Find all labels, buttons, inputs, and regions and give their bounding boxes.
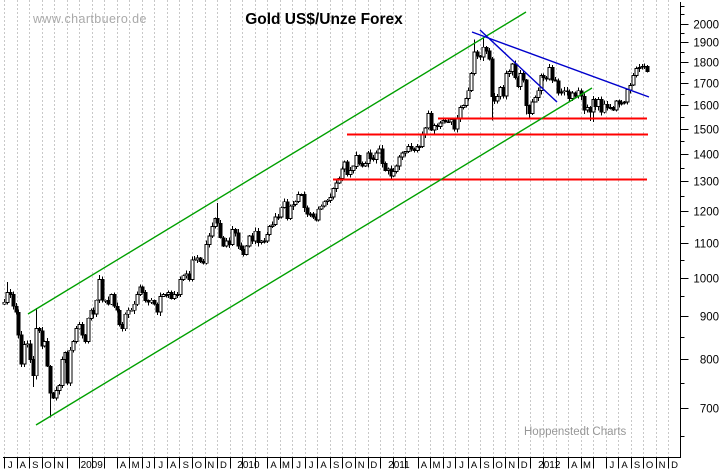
- svg-text:J: J: [146, 460, 151, 470]
- svg-text:A: A: [320, 460, 327, 470]
- svg-text:J: J: [296, 460, 301, 470]
- svg-text:O: O: [646, 460, 653, 470]
- svg-text:J: J: [610, 460, 615, 470]
- svg-text:M: M: [132, 460, 140, 470]
- svg-text:J: J: [8, 460, 13, 470]
- svg-text:J: J: [158, 460, 163, 470]
- svg-text:M: M: [433, 460, 441, 470]
- svg-text:M: M: [282, 460, 290, 470]
- svg-text:A: A: [471, 460, 478, 470]
- svg-text:N: N: [207, 460, 214, 470]
- trend-lines: [27, 11, 650, 426]
- svg-text:A: A: [571, 460, 578, 470]
- svg-text:2009: 2009: [81, 460, 104, 470]
- svg-text:O: O: [345, 460, 352, 470]
- ascending-channel-lower: [35, 87, 593, 426]
- svg-text:A: A: [120, 460, 127, 470]
- svg-text:D: D: [671, 460, 678, 470]
- svg-text:D: D: [370, 460, 377, 470]
- svg-text:O: O: [495, 460, 502, 470]
- svg-text:S: S: [483, 460, 489, 470]
- svg-text:N: N: [358, 460, 365, 470]
- svg-text:J: J: [309, 460, 314, 470]
- svg-text:2012: 2012: [538, 460, 561, 470]
- svg-text:800: 800: [700, 355, 719, 367]
- svg-text:A: A: [270, 460, 277, 470]
- svg-text:J: J: [447, 460, 452, 470]
- svg-text:N: N: [659, 460, 666, 470]
- wedge-shallow: [471, 31, 650, 98]
- weekly-candles: [2, 38, 650, 418]
- svg-text:700: 700: [700, 404, 719, 416]
- wedge-steep: [479, 29, 558, 103]
- svg-text:1900: 1900: [693, 38, 719, 50]
- svg-text:N: N: [508, 460, 515, 470]
- svg-text:1000: 1000: [693, 274, 719, 286]
- svg-text:A: A: [621, 460, 628, 470]
- svg-text:1600: 1600: [693, 101, 719, 113]
- svg-text:O: O: [44, 460, 51, 470]
- svg-text:A: A: [20, 460, 27, 470]
- chart-title: Gold US$/Unze Forex: [245, 11, 403, 28]
- svg-text:1300: 1300: [693, 177, 719, 189]
- svg-text:N: N: [57, 460, 64, 470]
- svg-text:2010: 2010: [237, 460, 260, 470]
- svg-text:D: D: [521, 460, 528, 470]
- month-gridlines: [4, 0, 669, 457]
- svg-text:S: S: [183, 460, 189, 470]
- watermark: www.chartbuero.de: [33, 12, 147, 26]
- svg-text:2011: 2011: [388, 460, 410, 470]
- svg-text:1700: 1700: [693, 79, 719, 91]
- svg-text:2000: 2000: [693, 20, 719, 32]
- ascending-channel-upper: [27, 11, 527, 315]
- time-axis: J A S O N 2009 A M J J A S O N D 2010 A M J J A S O N D 2011 A M J J A…: [4, 457, 678, 470]
- svg-text:1800: 1800: [693, 58, 719, 70]
- svg-text:S: S: [634, 460, 640, 470]
- svg-text:1100: 1100: [694, 239, 719, 251]
- credit-label: Hoppenstedt Charts: [524, 426, 627, 438]
- svg-text:D: D: [220, 460, 227, 470]
- svg-text:A: A: [170, 460, 177, 470]
- svg-text:J: J: [459, 460, 464, 470]
- svg-text:S: S: [333, 460, 339, 470]
- svg-text:O: O: [195, 460, 202, 470]
- svg-text:1400: 1400: [693, 150, 719, 162]
- svg-text:1500: 1500: [693, 125, 719, 137]
- svg-text:M: M: [583, 460, 591, 470]
- svg-text:1200: 1200: [693, 207, 719, 219]
- svg-text:900: 900: [700, 312, 719, 324]
- price-axis: 700 800 900 1000 1100 1200 1300 1400 1500 1600 170…: [680, 6, 719, 437]
- svg-text:A: A: [421, 460, 428, 470]
- svg-text:S: S: [32, 460, 38, 470]
